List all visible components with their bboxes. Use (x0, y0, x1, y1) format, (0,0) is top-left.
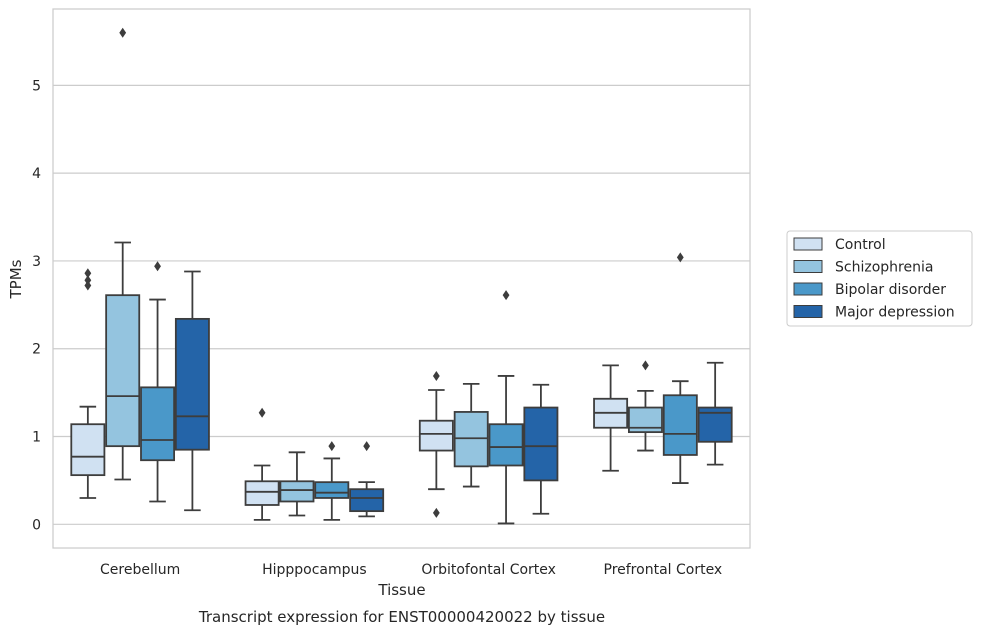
y-tick-label: 3 (32, 254, 41, 270)
outlier-point (676, 252, 684, 263)
y-tick-label: 1 (32, 430, 41, 446)
outlier-point (502, 290, 510, 301)
legend-label: Schizophrenia (835, 260, 933, 276)
box-2-2 (488, 290, 524, 525)
box-1-1 (279, 451, 315, 517)
legend-swatch (793, 305, 823, 318)
outlier-point (432, 507, 440, 518)
outlier-point (258, 407, 266, 418)
box-iqr (70, 423, 106, 477)
box-3-2 (662, 252, 698, 484)
box-iqr (314, 481, 350, 499)
box-0-3 (174, 270, 210, 512)
box-iqr (140, 386, 176, 462)
box-groups (70, 27, 733, 525)
box-0-0 (70, 268, 106, 499)
plot-frame (52, 8, 751, 549)
box-3-0 (593, 364, 629, 472)
outlier-point (84, 280, 92, 291)
box-iqr (244, 480, 280, 506)
box-iqr (174, 317, 210, 451)
figure-caption: Transcript expression for ENST0000042002… (198, 608, 605, 626)
legend-label: Major depression (835, 305, 955, 321)
box-1-2 (314, 441, 350, 521)
box-iqr (279, 480, 315, 503)
legend-swatch (793, 260, 823, 273)
x-tick-label: Cerebellum (100, 562, 180, 578)
legend-swatch (793, 237, 823, 251)
y-tick-labels: 0 1 2 3 4 5 (32, 78, 41, 533)
legend-swatch (793, 282, 823, 296)
box-iqr (349, 488, 385, 513)
x-tick-labels: Cerebellum Hipppocampus Orbitofontal Corte… (100, 562, 722, 578)
box-iqr (418, 419, 454, 452)
y-tick-label: 0 (32, 517, 41, 533)
box-iqr (523, 406, 559, 482)
legend-label: Bipolar disorder (835, 282, 946, 298)
box-3-3 (697, 361, 733, 466)
y-tick-label: 5 (32, 78, 41, 94)
box-iqr (105, 294, 141, 448)
box-iqr (662, 394, 698, 456)
x-tick-label: Orbitofontal Cortex (421, 562, 556, 578)
outlier-point (154, 261, 161, 272)
x-tick-label: Hipppocampus (262, 562, 367, 578)
outlier-point (432, 370, 440, 381)
box-0-1 (105, 27, 141, 481)
outlier-point (363, 441, 371, 452)
y-axis-label: TPMs (7, 259, 25, 299)
box-3-1 (627, 360, 663, 452)
box-2-1 (453, 382, 489, 488)
x-axis-label: Tissue (377, 581, 425, 599)
box-1-3 (349, 441, 385, 518)
outlier-point (84, 268, 92, 279)
outlier-point (642, 360, 649, 371)
y-tick-label: 4 (32, 166, 41, 182)
legend-label: Control (835, 237, 886, 253)
outlier-point (328, 441, 336, 452)
y-tick-label: 2 (32, 342, 41, 358)
legend: Control Schizophrenia Bipolar disorder Majo… (786, 230, 973, 327)
legend-frame (786, 230, 973, 327)
outlier-point (119, 27, 127, 38)
box-0-2 (140, 261, 176, 503)
box-iqr (488, 423, 524, 467)
outlier-point (84, 275, 92, 286)
x-tick-label: Prefrontal Cortex (604, 562, 723, 578)
box-2-0 (418, 370, 454, 518)
box-2-3 (523, 383, 559, 515)
box-1-0 (244, 407, 280, 521)
